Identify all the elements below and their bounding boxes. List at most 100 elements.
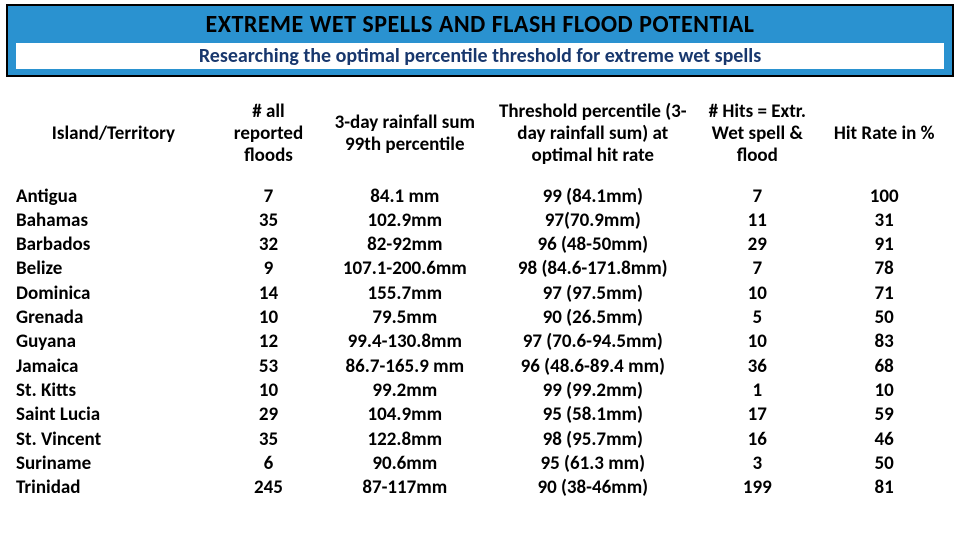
cell-hits: 16: [696, 428, 818, 452]
cell-threshold: 98 (84.6-171.8mm): [489, 257, 696, 281]
cell-threshold: 96 (48-50mm): [489, 233, 696, 257]
cell-p99: 79.5mm: [320, 306, 489, 330]
cell-island: Grenada: [10, 306, 217, 330]
cell-threshold: 95 (58.1mm): [489, 403, 696, 427]
cell-hitrate: 46: [818, 428, 950, 452]
cell-hits: 29: [696, 233, 818, 257]
cell-hits: 7: [696, 257, 818, 281]
cell-hits: 17: [696, 403, 818, 427]
table-row: Barbados3282-92mm96 (48-50mm)2991: [10, 233, 950, 257]
cell-threshold: 96 (48.6-89.4 mm): [489, 355, 696, 379]
cell-hitrate: 59: [818, 403, 950, 427]
cell-threshold: 99 (84.1mm): [489, 185, 696, 209]
cell-hitrate: 100: [818, 185, 950, 209]
cell-hits: 10: [696, 282, 818, 306]
cell-threshold: 95 (61.3 mm): [489, 452, 696, 476]
cell-island: Saint Lucia: [10, 403, 217, 427]
cell-threshold: 97(70.9mm): [489, 209, 696, 233]
cell-hits: 3: [696, 452, 818, 476]
cell-floods: 7: [217, 185, 320, 209]
cell-hitrate: 31: [818, 209, 950, 233]
cell-floods: 10: [217, 306, 320, 330]
table-row: Saint Lucia29104.9mm95 (58.1mm)1759: [10, 403, 950, 427]
table-body: Antigua784.1 mm99 (84.1mm)7100Bahamas351…: [10, 185, 950, 501]
page-title: EXTREME WET SPELLS AND FLASH FLOOD POTEN…: [16, 10, 944, 39]
cell-threshold: 90 (38-46mm): [489, 476, 696, 500]
table-row: Belize9107.1-200.6mm98 (84.6-171.8mm)778: [10, 257, 950, 281]
cell-floods: 10: [217, 379, 320, 403]
table-row: Antigua784.1 mm99 (84.1mm)7100: [10, 185, 950, 209]
cell-hits: 11: [696, 209, 818, 233]
cell-island: Dominica: [10, 282, 217, 306]
cell-floods: 29: [217, 403, 320, 427]
cell-threshold: 90 (26.5mm): [489, 306, 696, 330]
cell-island: Antigua: [10, 185, 217, 209]
cell-island: Belize: [10, 257, 217, 281]
cell-island: Barbados: [10, 233, 217, 257]
cell-island: Jamaica: [10, 355, 217, 379]
cell-island: Suriname: [10, 452, 217, 476]
col-header-p99: 3-day rainfall sum 99th percentile: [320, 95, 489, 185]
cell-hits: 10: [696, 330, 818, 354]
cell-hitrate: 81: [818, 476, 950, 500]
cell-hitrate: 71: [818, 282, 950, 306]
cell-floods: 9: [217, 257, 320, 281]
cell-island: Guyana: [10, 330, 217, 354]
cell-hitrate: 50: [818, 452, 950, 476]
cell-hitrate: 83: [818, 330, 950, 354]
table-row: Bahamas35102.9mm97(70.9mm)1131: [10, 209, 950, 233]
cell-p99: 82-92mm: [320, 233, 489, 257]
cell-island: St. Vincent: [10, 428, 217, 452]
col-header-threshold: Threshold percentile (3-day rainfall sum…: [489, 95, 696, 185]
table-row: St. Kitts1099.2mm99 (99.2mm)110: [10, 379, 950, 403]
cell-p99: 87-117mm: [320, 476, 489, 500]
data-table-wrap: Island/Territory # all reported floods 3…: [10, 95, 950, 501]
table-row: Trinidad24587-117mm90 (38-46mm)19981: [10, 476, 950, 500]
cell-p99: 104.9mm: [320, 403, 489, 427]
cell-floods: 245: [217, 476, 320, 500]
cell-p99: 99.2mm: [320, 379, 489, 403]
cell-floods: 14: [217, 282, 320, 306]
table-row: Grenada1079.5mm90 (26.5mm)550: [10, 306, 950, 330]
cell-hitrate: 91: [818, 233, 950, 257]
cell-p99: 122.8mm: [320, 428, 489, 452]
cell-p99: 102.9mm: [320, 209, 489, 233]
table-row: Jamaica5386.7-165.9 mm96 (48.6-89.4 mm)3…: [10, 355, 950, 379]
cell-floods: 35: [217, 209, 320, 233]
header-banner: EXTREME WET SPELLS AND FLASH FLOOD POTEN…: [6, 4, 954, 77]
cell-floods: 53: [217, 355, 320, 379]
cell-hits: 5: [696, 306, 818, 330]
cell-island: Trinidad: [10, 476, 217, 500]
cell-threshold: 98 (95.7mm): [489, 428, 696, 452]
cell-hitrate: 68: [818, 355, 950, 379]
cell-island: Bahamas: [10, 209, 217, 233]
table-row: St. Vincent35122.8mm98 (95.7mm)1646: [10, 428, 950, 452]
cell-hitrate: 10: [818, 379, 950, 403]
table-row: Dominica14155.7mm97 (97.5mm)1071: [10, 282, 950, 306]
cell-hits: 36: [696, 355, 818, 379]
cell-floods: 35: [217, 428, 320, 452]
cell-p99: 90.6mm: [320, 452, 489, 476]
cell-threshold: 97 (70.6-94.5mm): [489, 330, 696, 354]
cell-p99: 155.7mm: [320, 282, 489, 306]
cell-threshold: 99 (99.2mm): [489, 379, 696, 403]
col-header-hits: # Hits = Extr. Wet spell & flood: [696, 95, 818, 185]
cell-threshold: 97 (97.5mm): [489, 282, 696, 306]
cell-hits: 1: [696, 379, 818, 403]
table-row: Guyana1299.4-130.8mm97 (70.6-94.5mm)1083: [10, 330, 950, 354]
cell-p99: 86.7-165.9 mm: [320, 355, 489, 379]
cell-floods: 6: [217, 452, 320, 476]
cell-p99: 107.1-200.6mm: [320, 257, 489, 281]
col-header-floods: # all reported floods: [217, 95, 320, 185]
data-table: Island/Territory # all reported floods 3…: [10, 95, 950, 501]
cell-p99: 84.1 mm: [320, 185, 489, 209]
cell-island: St. Kitts: [10, 379, 217, 403]
cell-floods: 32: [217, 233, 320, 257]
cell-hits: 7: [696, 185, 818, 209]
col-header-island: Island/Territory: [10, 95, 217, 185]
col-header-hitrate: Hit Rate in %: [818, 95, 950, 185]
table-header-row: Island/Territory # all reported floods 3…: [10, 95, 950, 185]
cell-hits: 199: [696, 476, 818, 500]
cell-p99: 99.4-130.8mm: [320, 330, 489, 354]
cell-hitrate: 50: [818, 306, 950, 330]
